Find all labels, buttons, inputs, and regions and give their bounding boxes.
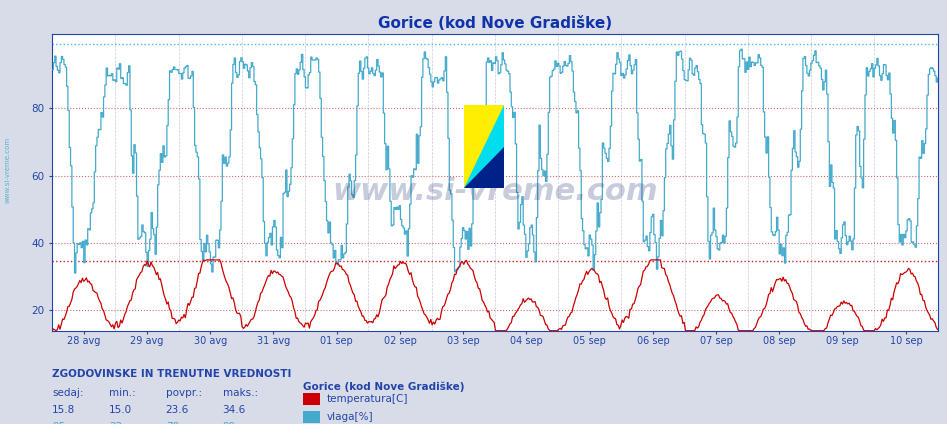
Text: min.:: min.: — [109, 388, 135, 398]
Text: www.si-vreme.com: www.si-vreme.com — [5, 137, 10, 203]
Text: 99: 99 — [223, 422, 236, 424]
Text: sedaj:: sedaj: — [52, 388, 83, 398]
Text: 22: 22 — [109, 422, 122, 424]
Text: temperatura[C]: temperatura[C] — [327, 393, 408, 404]
Text: 95: 95 — [52, 422, 65, 424]
Text: Gorice (kod Nove Gradiške): Gorice (kod Nove Gradiške) — [303, 382, 465, 392]
Text: 23.6: 23.6 — [166, 405, 189, 415]
Text: 70: 70 — [166, 422, 179, 424]
Title: Gorice (kod Nove Gradiške): Gorice (kod Nove Gradiške) — [378, 17, 612, 31]
Text: 34.6: 34.6 — [223, 405, 246, 415]
Text: vlaga[%]: vlaga[%] — [327, 412, 373, 422]
Text: 15.8: 15.8 — [52, 405, 76, 415]
Text: povpr.:: povpr.: — [166, 388, 202, 398]
Text: ZGODOVINSKE IN TRENUTNE VREDNOSTI: ZGODOVINSKE IN TRENUTNE VREDNOSTI — [52, 369, 292, 379]
Text: maks.:: maks.: — [223, 388, 258, 398]
Text: www.si-vreme.com: www.si-vreme.com — [332, 177, 657, 206]
Text: 15.0: 15.0 — [109, 405, 132, 415]
